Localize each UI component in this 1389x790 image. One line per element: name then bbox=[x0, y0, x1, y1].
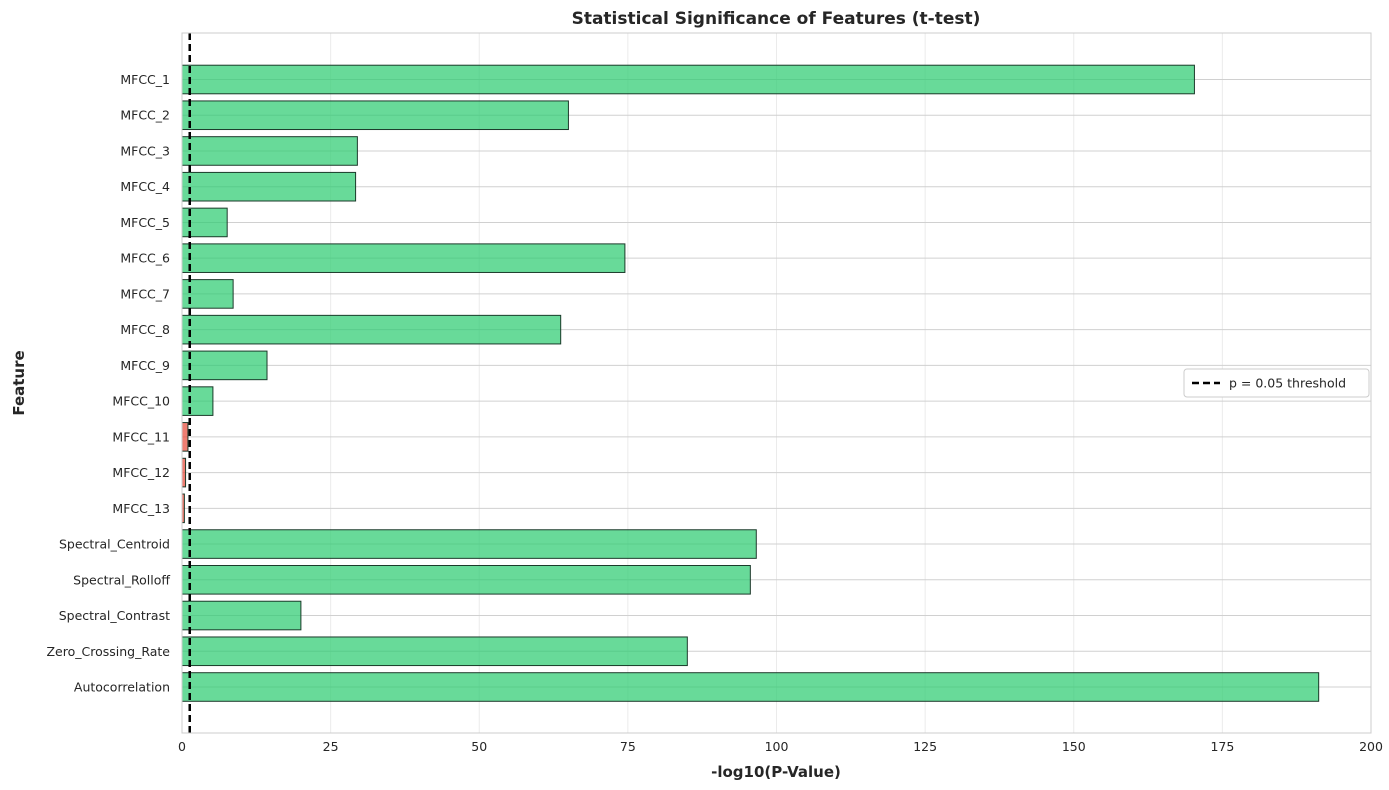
y-tick-label: MFCC_9 bbox=[120, 358, 170, 373]
y-tick-label: MFCC_5 bbox=[120, 215, 170, 230]
bar-autocorrelation bbox=[181, 672, 1320, 702]
x-tick-label: 100 bbox=[765, 739, 789, 754]
y-tick-label: MFCC_11 bbox=[112, 429, 170, 444]
bars bbox=[181, 64, 1320, 702]
y-tick-label: MFCC_1 bbox=[120, 72, 170, 87]
legend-box bbox=[1183, 368, 1370, 398]
bar-spectral-centroid bbox=[181, 529, 757, 559]
y-tick-label: Spectral_Contrast bbox=[59, 608, 170, 623]
y-tick-label: MFCC_4 bbox=[120, 179, 170, 194]
y-tick-labels: MFCC_1 MFCC_2 MFCC_3 MFCC_4 MFCC_5 MFCC_6 MFCC… bbox=[46, 72, 170, 695]
bar-mfcc-8 bbox=[181, 314, 562, 345]
x-axis-title: -log10(P-Value) bbox=[711, 763, 841, 781]
x-tick-label: 200 bbox=[1359, 739, 1383, 754]
y-tick-label: MFCC_3 bbox=[120, 143, 170, 158]
y-tick-label: MFCC_7 bbox=[120, 286, 170, 301]
bar-mfcc-11 bbox=[181, 422, 189, 452]
y-tick-label: MFCC_10 bbox=[112, 394, 170, 409]
y-tick-label: Zero_Crossing_Rate bbox=[46, 644, 170, 659]
legend: p = 0.05 threshold bbox=[1183, 368, 1370, 398]
bar-zero-crossing-rate bbox=[181, 636, 688, 667]
bar-mfcc-9 bbox=[181, 350, 268, 381]
x-tick-label: 175 bbox=[1210, 739, 1234, 754]
bar-mfcc-12 bbox=[181, 457, 187, 488]
chart-title: Statistical Significance of Features (t-… bbox=[572, 9, 981, 29]
y-axis-title: Feature bbox=[10, 350, 28, 415]
y-tick-label: Spectral_Centroid bbox=[59, 537, 170, 552]
bar-mfcc-6 bbox=[181, 243, 626, 273]
y-tick-label: MFCC_13 bbox=[112, 501, 170, 516]
x-tick-label: 25 bbox=[323, 739, 339, 754]
y-tick-label: MFCC_6 bbox=[120, 251, 170, 266]
legend-threshold-label: p = 0.05 threshold bbox=[1229, 376, 1346, 391]
x-tick-label: 75 bbox=[620, 739, 636, 754]
bar-mfcc-3 bbox=[181, 136, 358, 166]
x-tick-labels: 0 25 50 75 100 125 150 175 200 bbox=[178, 739, 1383, 754]
bar-spectral-rolloff bbox=[181, 565, 751, 595]
y-tick-label: MFCC_8 bbox=[120, 322, 170, 337]
x-tick-label: 150 bbox=[1062, 739, 1086, 754]
bar-mfcc-1 bbox=[181, 64, 1195, 95]
bar-mfcc-10 bbox=[181, 386, 214, 416]
y-tick-label: MFCC_2 bbox=[120, 108, 170, 123]
bar-mfcc-2 bbox=[181, 100, 569, 131]
y-tick-label: Spectral_Rolloff bbox=[73, 572, 170, 587]
x-tick-label: 50 bbox=[471, 739, 487, 754]
bar-mfcc-4 bbox=[181, 171, 357, 202]
plot-frame bbox=[181, 32, 1372, 734]
x-tick-label: 0 bbox=[178, 739, 186, 754]
y-tick-label: MFCC_12 bbox=[112, 465, 170, 480]
bar-spectral-contrast bbox=[181, 600, 302, 631]
x-tick-label: 125 bbox=[913, 739, 937, 754]
y-tick-label: Autocorrelation bbox=[74, 680, 170, 695]
